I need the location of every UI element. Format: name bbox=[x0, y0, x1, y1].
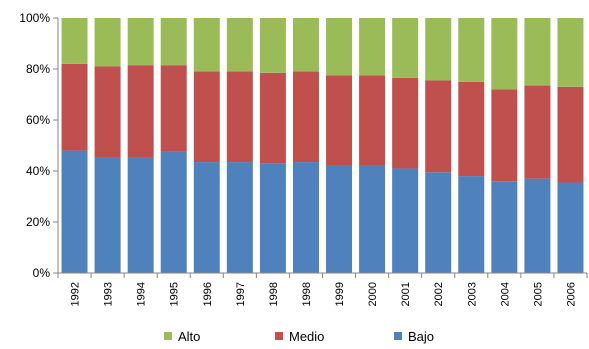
y-tick-label: 60% bbox=[26, 113, 50, 127]
x-tick-label: 1998 bbox=[268, 282, 280, 306]
bar-medio-1995 bbox=[160, 65, 187, 152]
x-tick-label: 2002 bbox=[433, 282, 445, 306]
x-axis-tick-labels: 1992 1993 1994 1995 1996 1997 1998 1998 1999 2000… bbox=[70, 282, 578, 306]
bar-alto-2003 bbox=[458, 18, 485, 82]
y-tick-label: 80% bbox=[26, 62, 50, 76]
legend-label-alto: Alto bbox=[178, 329, 200, 344]
legend-swatch-alto bbox=[164, 332, 172, 340]
bar-medio-2004 bbox=[491, 89, 518, 182]
bar-bajo-1997 bbox=[226, 162, 253, 273]
bar-medio-2001 bbox=[392, 77, 419, 169]
bar-bajo-2005 bbox=[524, 178, 551, 273]
bar-medio-2003 bbox=[458, 81, 485, 177]
bar-alto-1995 bbox=[160, 18, 187, 66]
bars bbox=[61, 18, 584, 274]
bar-bajo-2000 bbox=[359, 165, 386, 273]
x-tick-label: 2004 bbox=[499, 282, 511, 306]
x-tick-label: 2006 bbox=[565, 282, 577, 306]
bar-medio-1993 bbox=[94, 66, 121, 157]
bar-alto-1998 bbox=[259, 18, 286, 73]
x-tick-label: 1993 bbox=[103, 282, 115, 306]
bar-medio-1997 bbox=[226, 71, 253, 163]
bar-alto-2004 bbox=[491, 18, 518, 90]
x-tick-label: 2003 bbox=[466, 282, 478, 306]
bar-bajo-2003 bbox=[458, 176, 485, 273]
bar-medio-1998 bbox=[292, 71, 319, 163]
bar-medio-1996 bbox=[193, 71, 220, 163]
x-tick-label: 2005 bbox=[532, 282, 544, 306]
y-tick-label: 100% bbox=[19, 11, 50, 25]
bar-medio-2005 bbox=[524, 85, 551, 179]
legend-swatch-medio bbox=[275, 332, 283, 340]
axes bbox=[53, 17, 588, 278]
bar-alto-1998 bbox=[292, 18, 319, 72]
bar-bajo-1995 bbox=[160, 151, 187, 274]
bar-medio-2002 bbox=[425, 80, 452, 173]
bar-medio-1999 bbox=[326, 75, 353, 166]
bar-alto-2001 bbox=[392, 18, 419, 78]
bar-bajo-1999 bbox=[326, 165, 353, 273]
x-tick-label: 2001 bbox=[400, 282, 412, 306]
bar-alto-1999 bbox=[326, 18, 353, 76]
legend-swatch-bajo bbox=[394, 332, 402, 340]
y-tick-label: 20% bbox=[26, 215, 50, 229]
bar-bajo-1994 bbox=[127, 156, 154, 273]
bar-medio-2000 bbox=[359, 75, 386, 166]
x-tick-label: 1992 bbox=[70, 282, 82, 306]
bar-alto-2002 bbox=[425, 18, 452, 81]
x-tick-label: 1997 bbox=[235, 282, 247, 306]
bar-alto-1992 bbox=[61, 18, 88, 64]
bar-bajo-2006 bbox=[557, 182, 584, 273]
legend: Alto Medio Bajo bbox=[164, 329, 434, 344]
y-tick-label: 40% bbox=[26, 164, 50, 178]
bar-medio-1994 bbox=[127, 65, 154, 157]
bar-bajo-1993 bbox=[94, 156, 121, 273]
bar-bajo-1998 bbox=[292, 162, 319, 273]
x-tick-label: 1995 bbox=[169, 282, 181, 306]
bar-medio-1998 bbox=[259, 72, 286, 164]
legend-label-bajo: Bajo bbox=[408, 329, 434, 344]
bar-alto-1993 bbox=[94, 18, 121, 67]
x-tick-label: 1998 bbox=[301, 282, 313, 306]
bar-medio-1992 bbox=[61, 63, 88, 151]
x-tick-label: 1994 bbox=[136, 282, 148, 306]
bar-alto-1994 bbox=[127, 18, 154, 66]
bar-bajo-1996 bbox=[193, 162, 220, 273]
bar-alto-1996 bbox=[193, 18, 220, 72]
bar-alto-1997 bbox=[226, 18, 253, 72]
y-axis-tick-labels: 0% 20% 40% 60% 80% 100% bbox=[19, 11, 50, 280]
bar-alto-2000 bbox=[359, 18, 386, 76]
bar-bajo-1992 bbox=[61, 150, 88, 273]
bar-bajo-2002 bbox=[425, 172, 452, 273]
x-tick-label: 1996 bbox=[202, 282, 214, 306]
bar-bajo-2004 bbox=[491, 181, 518, 273]
x-tick-label: 1999 bbox=[334, 282, 346, 306]
x-tick-label: 2000 bbox=[367, 282, 379, 306]
legend-label-medio: Medio bbox=[289, 329, 324, 344]
bar-alto-2005 bbox=[524, 18, 551, 86]
bar-medio-2006 bbox=[557, 86, 584, 183]
bar-bajo-2001 bbox=[392, 168, 419, 273]
bar-bajo-1998 bbox=[259, 163, 286, 273]
y-tick-label: 0% bbox=[33, 266, 51, 280]
bar-alto-2006 bbox=[557, 18, 584, 87]
